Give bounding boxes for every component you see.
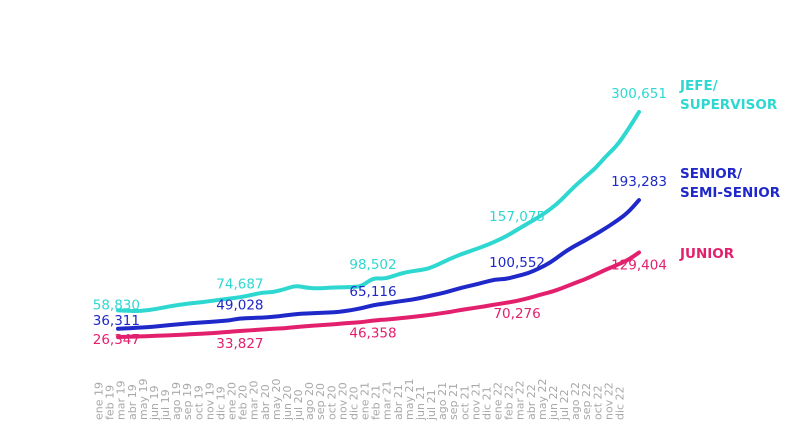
x-tick-label: nov 21 [469,382,482,420]
data-label-junior-4: 129,404 [611,258,667,274]
x-tick-label: jun 21 [414,386,427,422]
data-label-junior-2: 46,358 [349,326,396,342]
data-label-junior-3: 70,276 [493,306,540,322]
x-tick-label: mar 21 [381,381,394,420]
x-tick-label: nov 22 [602,382,615,420]
data-label-layer: 58,830 74,687 98,502 157,075 300,651 36,311 49… [93,86,667,352]
data-label-junior-0: 26,347 [93,332,140,348]
x-tick-label: feb 22 [503,385,516,420]
x-tick-label: ene 19 [93,382,106,420]
data-label-junior-1: 33,827 [216,336,263,352]
x-tick-label: dic 20 [348,386,361,420]
x-tick-label: sep 20 [314,383,327,420]
data-label-jefe-supervisor-4: 300,651 [611,86,667,102]
x-tick-label: oct 20 [325,385,338,420]
x-tick-label: jul 22 [558,389,571,421]
x-tick-label: ago 21 [436,382,449,420]
x-tick-label: oct 22 [591,385,604,420]
x-tick-label: abr 22 [525,384,538,420]
x-tick-label: ago 20 [303,382,316,420]
series-line-senior-semi-senior [116,198,641,331]
series-layer [116,110,641,339]
x-tick-label: nov 19 [203,382,216,420]
x-tick-label: ene 20 [226,382,239,420]
x-tick-label: sep 19 [181,383,194,420]
x-tick-label: ene 21 [359,382,372,420]
x-tick-label: oct 19 [192,385,205,420]
data-label-senior-semi-senior-1: 49,028 [216,297,263,313]
x-tick-label: dic 22 [614,386,627,420]
data-label-jefe-supervisor-2: 98,502 [349,257,396,273]
x-tick-label: mar 19 [115,381,128,420]
legend-label-junior: JUNIOR [679,246,735,262]
series-line-junior [116,250,641,339]
data-label-senior-semi-senior-4: 193,283 [611,174,667,190]
x-tick-label: may 19 [137,379,150,420]
x-tick-label: feb 19 [104,385,117,420]
x-tick-label: ene 22 [492,382,505,420]
x-tick-label: jul 21 [425,389,438,421]
x-tick-label: feb 21 [370,385,383,420]
legend-label-jefe-supervisor-line-0: JEFE/ [679,78,718,94]
x-tick-label: abr 20 [259,384,272,420]
x-tick-label: may 20 [270,379,283,420]
legend-label-senior-semi-senior-line-0: SENIOR/ [680,166,742,182]
data-label-senior-semi-senior-2: 65,116 [349,284,396,300]
x-tick-label: mar 20 [248,381,261,420]
data-label-jefe-supervisor-1: 74,687 [216,276,263,292]
x-tick-label: may 21 [403,379,416,420]
x-tick-label: ago 19 [170,382,183,420]
x-tick-label: sep 22 [580,383,593,420]
x-tick-label: nov 20 [336,382,349,420]
x-tick-label: mar 22 [514,381,527,420]
x-tick-label: abr 19 [126,384,139,420]
x-tick-label: jun 20 [281,386,294,422]
x-tick-label: sep 21 [447,383,460,420]
data-label-jefe-supervisor-3: 157,075 [489,209,545,225]
x-tick-label: jun 19 [148,386,161,422]
data-label-senior-semi-senior-3: 100,552 [489,255,545,271]
x-tick-label: jun 22 [547,386,560,422]
legend-label-senior-semi-senior-line-1: SEMI-SENIOR [680,185,781,201]
data-label-senior-semi-senior-0: 36,311 [93,313,140,329]
data-label-jefe-supervisor-0: 58,830 [93,297,140,313]
legend-label-jefe-supervisor-line-1: SUPERVISOR [680,97,778,113]
x-tick-label: feb 20 [237,385,250,420]
x-tick-label: jul 19 [159,389,172,421]
x-tick-label: may 22 [536,379,549,420]
x-tick-label: oct 21 [458,385,471,420]
x-tick-label: abr 21 [392,384,405,420]
x-tick-label: ago 22 [569,382,582,420]
series-line-jefe-supervisor [116,110,641,313]
x-tick-label: dic 19 [214,386,227,420]
x-tick-label: dic 21 [481,386,494,420]
x-tick-label: jul 20 [292,389,305,421]
legend: JEFE/SUPERVISOR SENIOR/SEMI-SENIOR JUNIOR [679,78,781,262]
